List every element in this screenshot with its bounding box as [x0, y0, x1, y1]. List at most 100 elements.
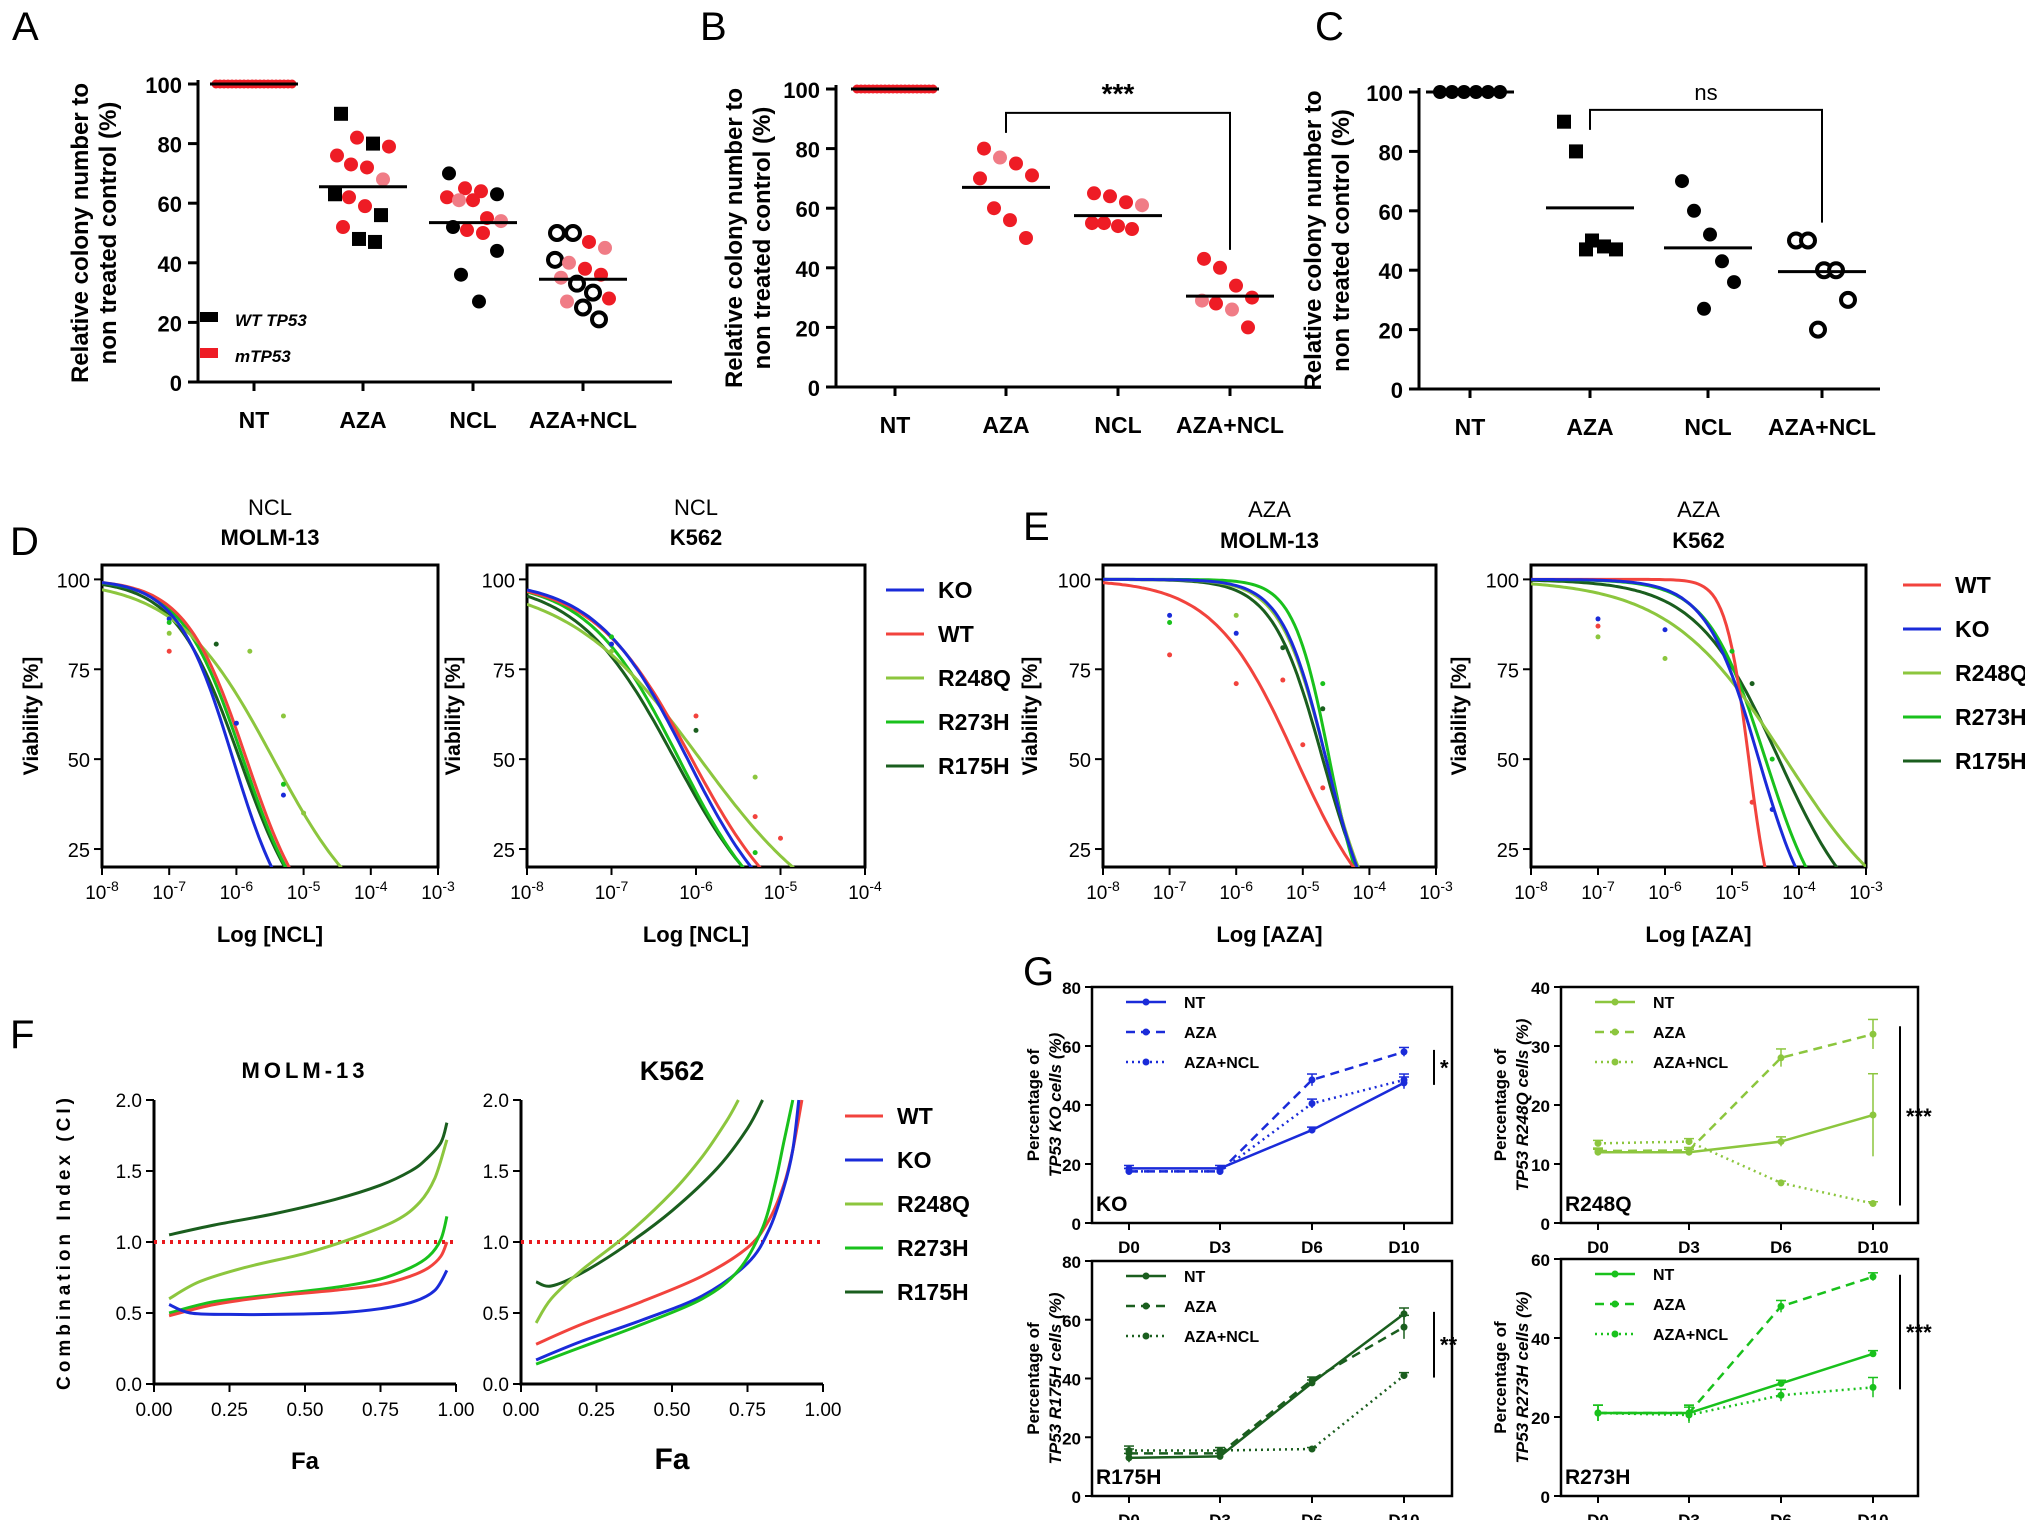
legend-label: mTP53	[235, 347, 291, 366]
data-point	[460, 223, 474, 238]
plot-frame	[1101, 563, 1438, 869]
data-point	[1662, 627, 1668, 633]
series-aza-ncl	[1129, 1374, 1405, 1452]
x-tick-exponent: -6	[241, 878, 254, 894]
series-nt	[1128, 1312, 1405, 1460]
data-point	[1167, 652, 1173, 658]
data-point	[752, 814, 758, 820]
chart-title-cell: K562	[1672, 528, 1725, 553]
data-point	[1777, 1379, 1785, 1387]
legend-label: AZA+NCL	[1184, 1055, 1259, 1072]
legend-label: R248Q	[897, 1191, 970, 1217]
series-aza	[1597, 1032, 1874, 1153]
data-point	[247, 648, 253, 654]
y-axis-title: Viability [%]	[1019, 657, 1042, 776]
data-point	[1557, 114, 1571, 129]
data-point	[1119, 195, 1133, 210]
y-tick-label: 40	[1531, 979, 1550, 998]
genotype-label: KO	[1096, 1193, 1128, 1216]
x-tick-exponent: -7	[1602, 878, 1615, 894]
y-tick-label: 100	[1058, 570, 1091, 592]
y-tick-label: 60	[796, 197, 820, 222]
data-point	[582, 234, 596, 249]
series-aza-ncl	[1129, 1078, 1405, 1173]
y-tick-label: 2.0	[116, 1091, 142, 1112]
curve-r273h	[1531, 578, 1808, 867]
x-tick-label: NT	[880, 412, 911, 438]
x-tick-exponent: -7	[616, 878, 629, 894]
y-tick-label: 60	[158, 192, 182, 217]
y-tick-label: 1.0	[116, 1233, 142, 1254]
legend-label: AZA	[1653, 1025, 1686, 1042]
data-point	[442, 166, 456, 181]
legend-marker	[1611, 1028, 1619, 1036]
axis-lines	[834, 85, 1318, 389]
chart-e1: 25 50 75 100 10-8 10-7 10-6 10-5 10-4 10-3 Log [AZ…	[1019, 497, 2025, 947]
data-point	[973, 171, 987, 186]
x-axis-title: Fa	[654, 1443, 689, 1476]
axis-lines	[196, 80, 672, 384]
x-tick-exponent: -5	[785, 878, 798, 894]
curve-r273h	[527, 590, 745, 867]
x-tick-label: 10-7	[152, 878, 186, 904]
legend-marker	[1611, 1300, 1619, 1308]
legend-label: R248Q	[1955, 660, 2025, 686]
x-tick-label: 10-4	[1782, 878, 1816, 904]
data-point	[342, 190, 356, 205]
y-axis-title-1: Percentage of	[1024, 1322, 1043, 1435]
x-tick-label: 10-4	[354, 878, 388, 904]
legend-label: WT	[897, 1103, 933, 1129]
data-point	[693, 713, 699, 719]
y-tick-label: 0	[170, 371, 182, 396]
x-tick-exponent: -3	[1440, 878, 1453, 894]
data-point	[1103, 189, 1117, 204]
chart-title-drug: NCL	[248, 495, 292, 520]
x-tick-label: 0.75	[729, 1400, 766, 1421]
legend-marker	[1142, 998, 1150, 1006]
data-point	[1687, 203, 1701, 218]
data-point	[1280, 677, 1286, 683]
series-ko	[535, 1099, 801, 1362]
data-point	[752, 774, 758, 780]
x-tick-exponent: -7	[174, 878, 187, 894]
data-point	[1685, 1138, 1693, 1146]
data-point	[1025, 168, 1039, 183]
legend-label: NT	[1653, 995, 1675, 1012]
y-axis-title: Viability [%]	[1448, 657, 1471, 776]
x-tick-label: 0.50	[287, 1400, 324, 1421]
data-point	[1019, 231, 1033, 245]
data-point	[560, 294, 574, 309]
data-point	[360, 160, 374, 175]
x-axis-title: Fa	[291, 1448, 320, 1475]
data-point	[609, 648, 614, 654]
legend-label: R248Q	[938, 665, 1011, 691]
curve-ko	[102, 581, 274, 867]
legend-label: R273H	[1955, 704, 2025, 730]
x-tick-label: D3	[1678, 1238, 1700, 1257]
significance-bracket	[1589, 108, 1823, 223]
series-wt	[168, 1241, 449, 1318]
x-tick-exponent: -3	[442, 878, 455, 894]
data-point	[693, 727, 699, 733]
data-point	[1777, 1054, 1785, 1062]
legend-label: AZA	[1653, 1297, 1686, 1314]
data-point	[1715, 254, 1729, 269]
y-tick-label: 20	[1062, 1156, 1081, 1175]
y-tick-label: 80	[1062, 1253, 1081, 1272]
y-axis-title-2: TP53 R175H cells (%)	[1046, 1292, 1065, 1464]
curve-wt	[1103, 581, 1356, 867]
y-tick-label: 1.5	[483, 1162, 509, 1183]
y-tick-label: 40	[158, 252, 182, 277]
x-tick-label: 10-5	[764, 878, 798, 904]
x-tick-label: D0	[1118, 1238, 1140, 1257]
legend-label: AZA+NCL	[1653, 1055, 1728, 1072]
data-point	[350, 130, 364, 145]
x-tick-label: 10-4	[1353, 878, 1387, 904]
x-tick-label: D6	[1770, 1511, 1792, 1520]
data-point	[280, 713, 286, 719]
x-tick-label: D0	[1118, 1511, 1140, 1520]
y-axis-title-1: Percentage of	[1024, 1048, 1043, 1161]
x-tick-label: NCL	[449, 407, 496, 433]
data-point	[1087, 186, 1101, 201]
y-axis-title-1: Relative colony number to	[721, 88, 748, 388]
